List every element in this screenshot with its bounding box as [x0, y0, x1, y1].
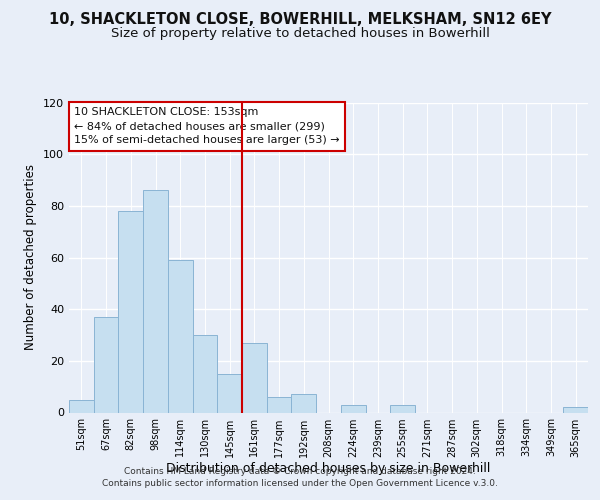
- Bar: [143, 190, 168, 412]
- Bar: [69, 400, 94, 412]
- Bar: [292, 394, 316, 412]
- Y-axis label: Number of detached properties: Number of detached properties: [25, 164, 37, 350]
- Text: Contains HM Land Registry data © Crown copyright and database right 2024.
Contai: Contains HM Land Registry data © Crown c…: [102, 466, 498, 487]
- Text: 10 SHACKLETON CLOSE: 153sqm
← 84% of detached houses are smaller (299)
15% of se: 10 SHACKLETON CLOSE: 153sqm ← 84% of det…: [74, 107, 340, 145]
- Bar: [94, 317, 118, 412]
- Bar: [168, 260, 193, 412]
- Text: Size of property relative to detached houses in Bowerhill: Size of property relative to detached ho…: [110, 28, 490, 40]
- Bar: [118, 211, 143, 412]
- Bar: [193, 335, 217, 412]
- Bar: [341, 405, 365, 412]
- Text: 10, SHACKLETON CLOSE, BOWERHILL, MELKSHAM, SN12 6EY: 10, SHACKLETON CLOSE, BOWERHILL, MELKSHA…: [49, 12, 551, 28]
- Bar: [563, 408, 588, 412]
- Bar: [242, 343, 267, 412]
- Bar: [267, 397, 292, 412]
- X-axis label: Distribution of detached houses by size in Bowerhill: Distribution of detached houses by size …: [166, 462, 491, 475]
- Bar: [390, 405, 415, 412]
- Bar: [217, 374, 242, 412]
